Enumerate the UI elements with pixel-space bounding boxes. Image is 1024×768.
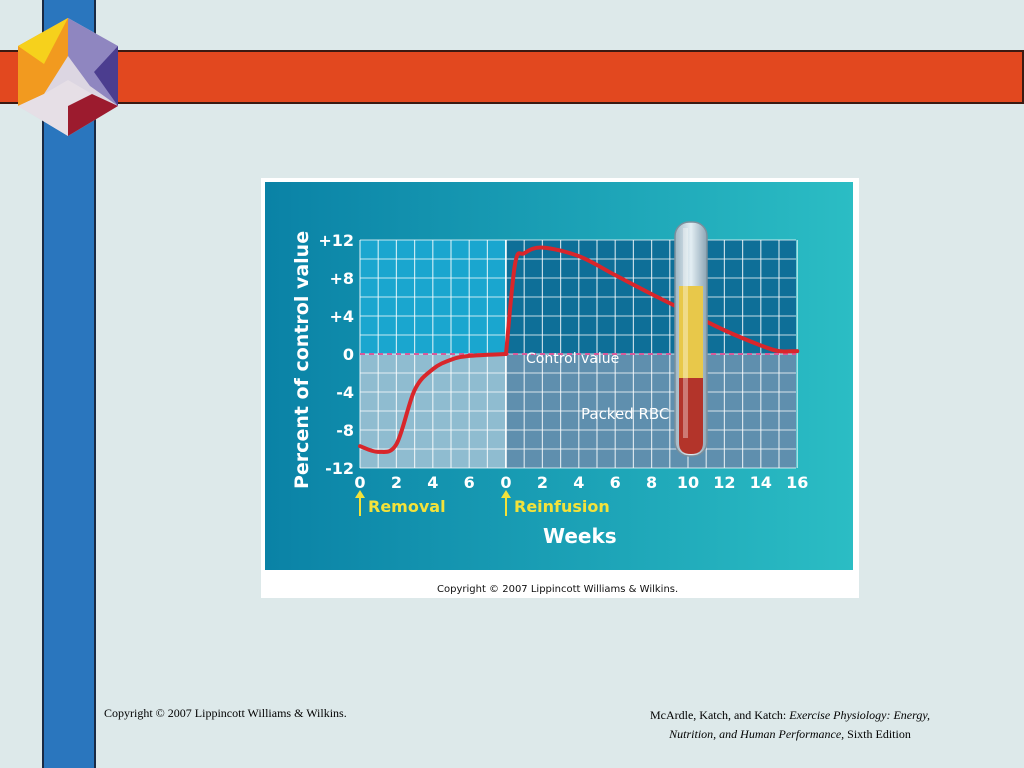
x-tick-label: 4: [573, 473, 584, 492]
citation-title-line-1: Exercise Physiology: Energy,: [789, 708, 931, 722]
test-tube: [674, 221, 708, 457]
y-tick-label: -8: [336, 421, 354, 440]
x-tick-label: 2: [391, 473, 402, 492]
top-accent-bar: [0, 50, 1024, 104]
removal-marker: Removal: [355, 490, 446, 516]
y-tick-label: 0: [343, 345, 354, 364]
x-tick-label: 4: [427, 473, 438, 492]
blood-doping-chart: +12+8+40-4-8-120 2 4 6 0 2 4 6 8 10 12 14 16 Packed …: [265, 182, 853, 595]
x-tick-label: 14: [750, 473, 772, 492]
citation-title-line-2: Nutrition, and Human Performance,: [669, 727, 845, 741]
series-line-removal: [358, 352, 508, 455]
series-line-reinfusion: [504, 245, 800, 356]
x-tick-label: 6: [610, 473, 621, 492]
y-tick-label: +4: [329, 307, 354, 326]
y-tick-label: -4: [336, 383, 354, 402]
removal-label: Removal: [368, 497, 446, 516]
footer-citation: McArdle, Katch, and Katch: Exercise Phys…: [590, 706, 990, 744]
x-tick-label: 12: [713, 473, 735, 492]
x-tick-label: 8: [646, 473, 657, 492]
x-tick-label: 16: [786, 473, 808, 492]
reinfusion-label: Reinfusion: [514, 497, 610, 516]
control-value-label: Control value: [526, 351, 619, 367]
footer-copyright: Copyright © 2007 Lippincott Williams & W…: [104, 706, 347, 720]
y-tick-label: -12: [325, 459, 354, 478]
reinfusion-marker: Reinfusion: [501, 490, 610, 516]
x-tick-label: 10: [677, 473, 699, 492]
x-tick-label: 2: [537, 473, 548, 492]
figure-copyright: Copyright © 2007 Lippincott Williams & W…: [437, 584, 678, 595]
packed-rbc-label: Packed RBC: [581, 405, 669, 423]
x-axis-title: Weeks: [543, 524, 617, 548]
y-axis-title: Percent of control value: [291, 231, 313, 489]
y-tick-label: +8: [329, 269, 354, 288]
x-tick-label: 0: [500, 473, 511, 492]
cube-logo: [18, 18, 118, 136]
figure-panel: +12 +8 +4 0 -4 -8 -12 0 2 4 6 0 2 4 6 8 10 12 14 16 Packed …: [261, 178, 859, 598]
y-tick-label: +12: [318, 231, 354, 250]
x-tick-label: 0: [354, 473, 365, 492]
x-tick-label: 6: [464, 473, 475, 492]
citation-authors: McArdle, Katch, and Katch:: [649, 708, 787, 722]
citation-edition: Sixth Edition: [847, 727, 911, 741]
